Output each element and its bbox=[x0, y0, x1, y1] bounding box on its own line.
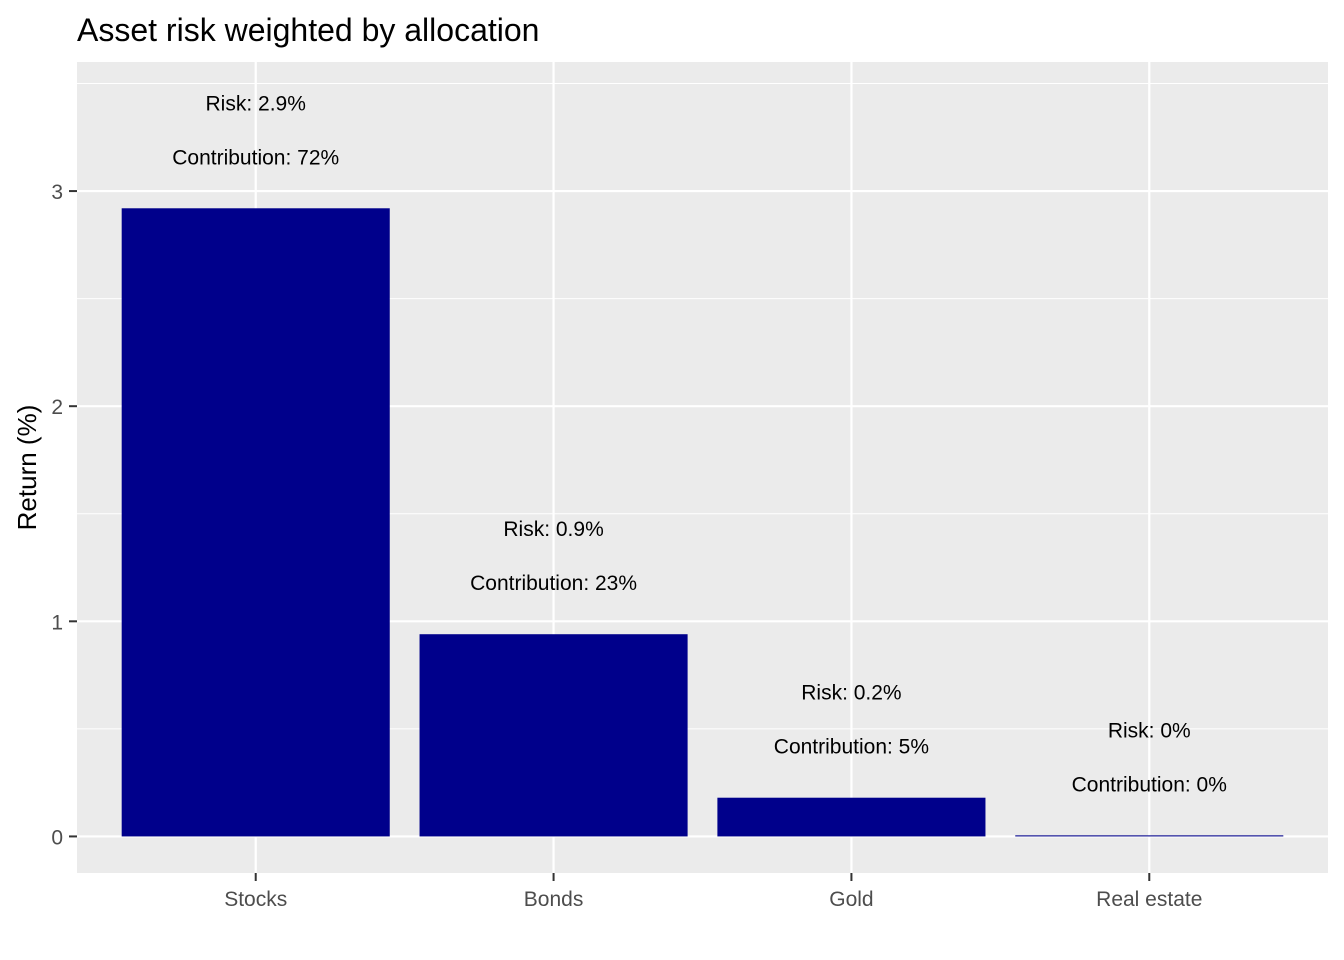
risk-label: Risk: 0.9% bbox=[503, 518, 603, 541]
x-tick-label: Bonds bbox=[524, 888, 584, 911]
x-tick-label: Gold bbox=[829, 888, 873, 911]
contribution-label: Contribution: 72% bbox=[172, 146, 339, 169]
risk-label: Risk: 2.9% bbox=[206, 92, 306, 115]
risk-label: Risk: 0% bbox=[1108, 719, 1191, 742]
data-labels: Risk: 2.9% Contribution: 72% Risk: 0.9% Con… bbox=[172, 92, 1227, 796]
bar-real-estate bbox=[1015, 835, 1284, 837]
contribution-label: Contribution: 5% bbox=[774, 736, 929, 759]
contribution-label: Contribution: 0% bbox=[1072, 773, 1227, 796]
y-tick-label: 1 bbox=[51, 611, 63, 634]
y-tick-label: 0 bbox=[51, 826, 63, 849]
bars bbox=[121, 208, 1284, 837]
axes: 0 1 2 3 Stocks Bonds Gold Real estate bbox=[51, 181, 1202, 911]
y-axis-title: Return (%) bbox=[12, 405, 42, 531]
bar-gold bbox=[717, 797, 986, 837]
bar-bonds bbox=[419, 634, 688, 837]
x-tick-label: Stocks bbox=[224, 888, 287, 911]
risk-label: Risk: 0.2% bbox=[801, 682, 901, 705]
contribution-label: Contribution: 23% bbox=[470, 572, 637, 595]
y-tick-label: 2 bbox=[51, 396, 63, 419]
bar-stocks bbox=[121, 208, 390, 837]
y-tick-label: 3 bbox=[51, 181, 63, 204]
x-tick-label: Real estate bbox=[1096, 888, 1202, 911]
chart-title: Asset risk weighted by allocation bbox=[77, 12, 539, 48]
